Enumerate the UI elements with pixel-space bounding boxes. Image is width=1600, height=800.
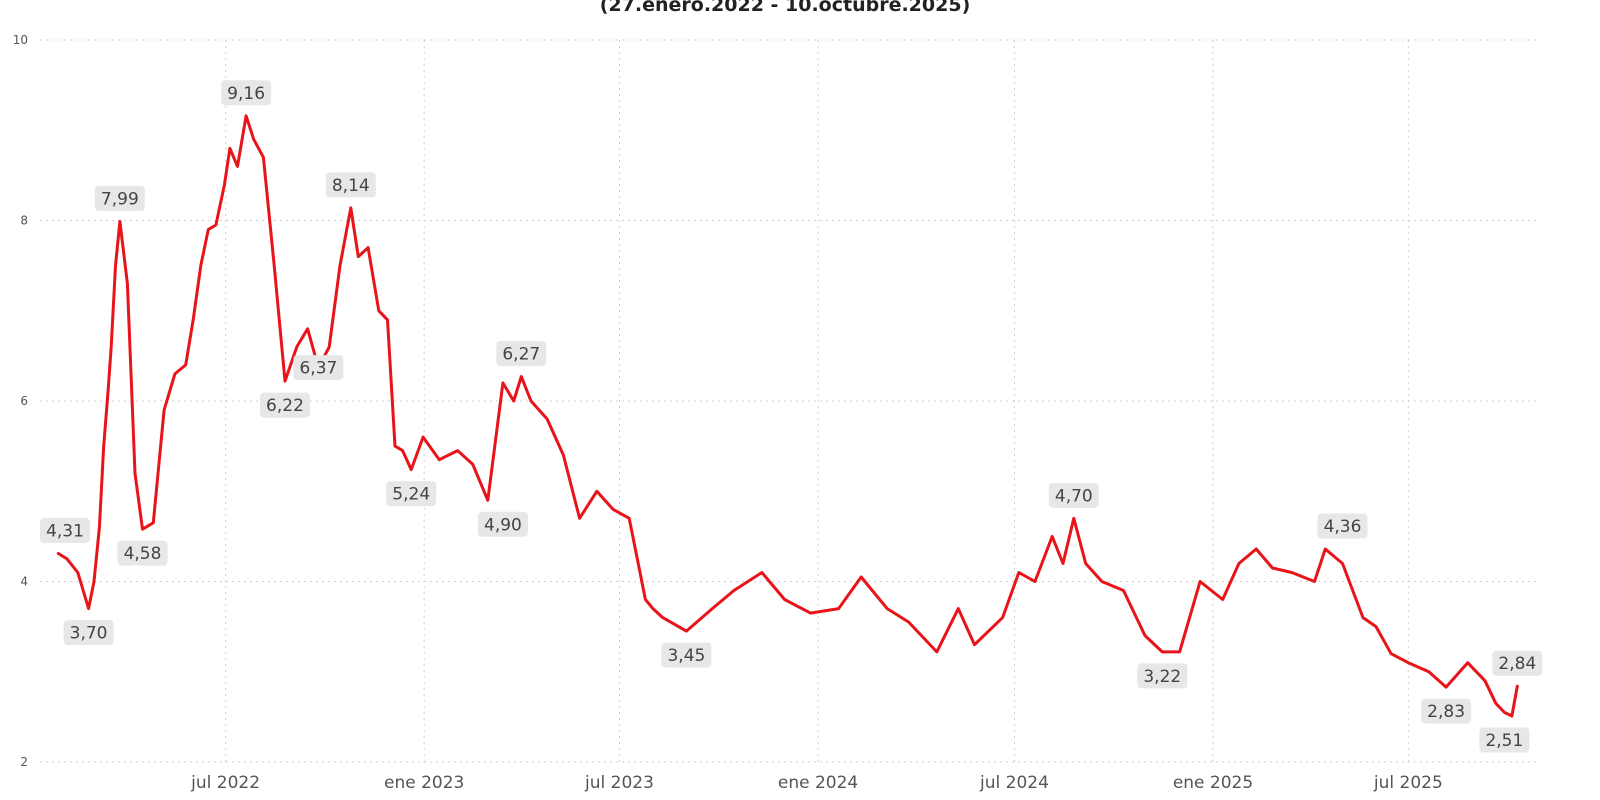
- data-label: 6,22: [259, 392, 310, 418]
- x-tick-label: jul 2023: [584, 773, 654, 793]
- data-label-text: 9,16: [227, 84, 265, 104]
- data-label-text: 6,37: [299, 359, 337, 379]
- data-label: 7,99: [94, 185, 145, 211]
- data-label-box: [1421, 698, 1472, 724]
- data-label-box: [1048, 482, 1099, 508]
- y-axis: 2 4 6 8 10: [13, 33, 28, 769]
- data-labels: 4,31 3,70 7,99 4,58 9,16 6,22 6,37 8,14 5,24 4,90…: [40, 80, 1543, 753]
- y-tick-label: 6: [20, 394, 28, 408]
- data-label-box: [325, 172, 376, 198]
- data-label-box: [293, 355, 344, 381]
- data-label: 4,36: [1317, 513, 1368, 539]
- data-label: 3,70: [63, 620, 114, 646]
- data-label-box: [94, 185, 145, 211]
- data-label-text: 5,24: [392, 485, 430, 505]
- data-label: 2,84: [1492, 650, 1543, 676]
- data-label-box: [477, 511, 528, 537]
- x-axis: jul 2022 ene 2023 jul 2023 ene 2024 jul 2024…: [190, 773, 1443, 793]
- data-label: 6,27: [496, 341, 547, 367]
- data-label-text: 4,36: [1324, 517, 1362, 537]
- x-tick-label: jul 2025: [1373, 773, 1443, 793]
- data-label-text: 3,70: [70, 624, 108, 644]
- data-label-box: [117, 540, 168, 566]
- data-label-box: [221, 80, 272, 106]
- data-label-text: 8,14: [332, 176, 370, 196]
- y-tick-label: 4: [20, 575, 28, 589]
- data-label: 5,24: [386, 481, 437, 507]
- data-label-box: [259, 392, 310, 418]
- data-label-text: 6,22: [266, 396, 304, 416]
- y-tick-label: 10: [13, 33, 28, 47]
- data-label: 4,70: [1048, 482, 1099, 508]
- data-label-box: [1479, 727, 1530, 753]
- data-label-box: [661, 642, 712, 668]
- data-label-text: 2,51: [1485, 731, 1523, 751]
- data-label-text: 3,22: [1143, 667, 1181, 687]
- data-label: 4,90: [477, 511, 528, 537]
- chart-title: (27.enero.2022 - 10.octubre.2025): [600, 0, 971, 16]
- data-label-text: 4,70: [1055, 486, 1093, 506]
- data-label-box: [386, 481, 437, 507]
- x-tick-label: ene 2023: [384, 773, 464, 793]
- data-label-text: 6,27: [502, 345, 540, 365]
- data-label-text: 4,90: [484, 515, 522, 535]
- data-label-box: [63, 620, 114, 646]
- x-tick-label: ene 2025: [1173, 773, 1253, 793]
- x-tick-label: jul 2022: [190, 773, 260, 793]
- y-tick-label: 2: [20, 755, 28, 769]
- data-label: 6,37: [293, 355, 344, 381]
- data-label-text: 7,99: [101, 189, 139, 209]
- data-label: 3,45: [661, 642, 712, 668]
- data-label-box: [1317, 513, 1368, 539]
- data-label: 3,22: [1137, 663, 1188, 689]
- data-label-text: 4,31: [46, 522, 84, 542]
- data-label-text: 3,45: [667, 646, 705, 666]
- data-label: 4,58: [117, 540, 168, 566]
- data-label: 9,16: [221, 80, 272, 106]
- data-label-box: [496, 341, 547, 367]
- x-tick-label: jul 2024: [979, 773, 1049, 793]
- data-label-text: 2,83: [1427, 702, 1465, 722]
- data-label-text: 4,58: [124, 544, 162, 564]
- data-label-box: [1492, 650, 1543, 676]
- data-label: 8,14: [325, 172, 376, 198]
- data-label-box: [40, 518, 90, 544]
- data-label: 4,31: [40, 518, 90, 544]
- data-label-box: [1137, 663, 1188, 689]
- data-label: 2,83: [1421, 698, 1472, 724]
- series-line: [56, 114, 1519, 718]
- data-label: 2,51: [1479, 727, 1530, 753]
- data-label-text: 2,84: [1498, 654, 1536, 674]
- x-tick-label: ene 2024: [778, 773, 858, 793]
- y-tick-label: 8: [20, 214, 28, 228]
- grid: [40, 39, 1540, 763]
